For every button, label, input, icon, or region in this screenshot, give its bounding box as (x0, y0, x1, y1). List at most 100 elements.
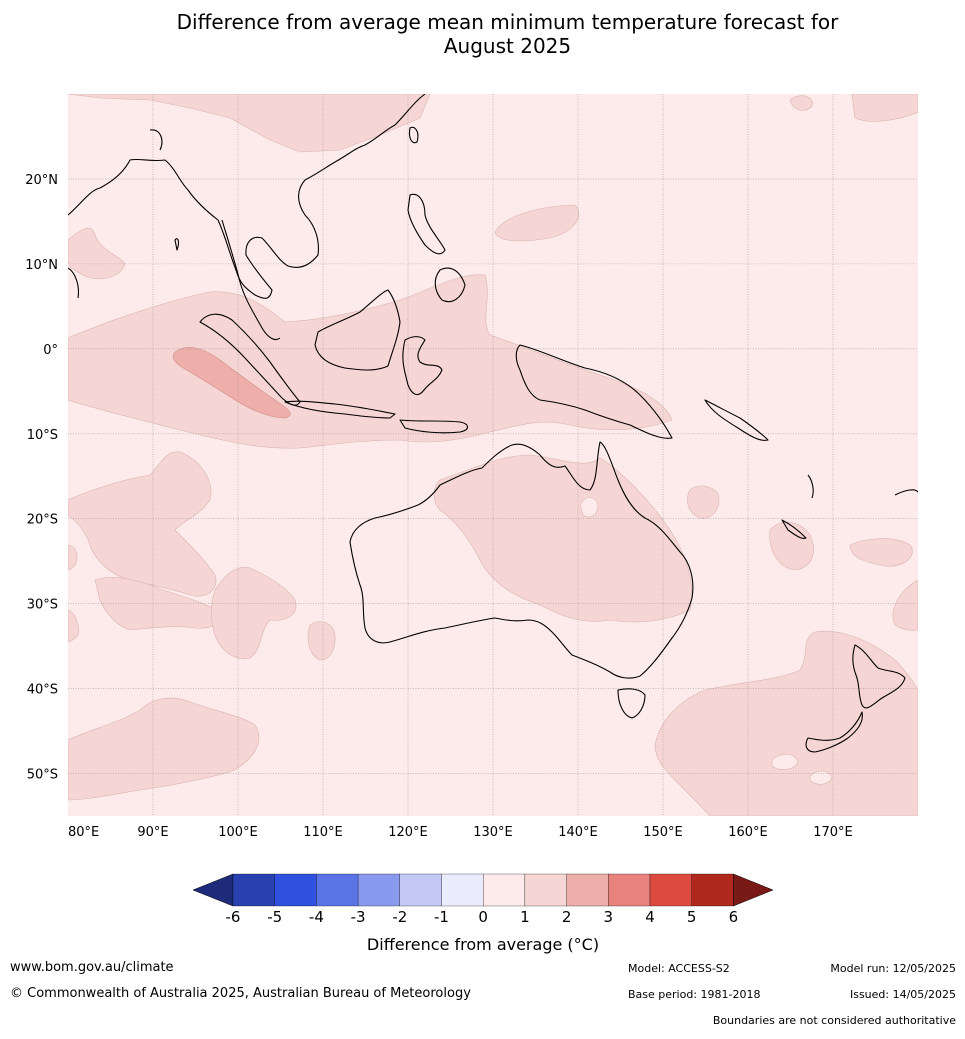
colorbar-extend-low (192, 873, 234, 907)
anomaly-region-south-indian-2 (68, 544, 78, 571)
coastline-taiwan (408, 126, 419, 144)
anomaly-regions (68, 94, 918, 816)
colorbar-segment (483, 873, 526, 907)
website-link[interactable]: www.bom.gov.au/climate (10, 960, 174, 975)
coastline-new-guinea (515, 344, 673, 439)
anomaly-gap-nz-south-2 (809, 770, 833, 785)
colorbar-segment (608, 873, 651, 907)
colorbar-segment (316, 873, 359, 907)
anomaly-gap-great-barrier (579, 497, 599, 518)
colorbar-tick-label: 6 (729, 908, 739, 926)
lon-tick-label: 110°E (303, 825, 343, 840)
coastline-china-coast (149, 129, 163, 151)
lon-tick-label: 170°E (813, 825, 853, 840)
colorbar-segment (691, 873, 734, 907)
coastline-borneo (314, 289, 401, 371)
coastline-lesser-sunda (399, 419, 469, 434)
colorbar-segment (399, 873, 442, 907)
lon-tick-label: 140°E (558, 825, 598, 840)
longitude-tick-labels: 80°E 90°E 100°E 110°E 120°E 130°E 140°E 150°E 16… (68, 825, 853, 840)
coastline-philippines-luzon (407, 193, 446, 255)
coastline-vanuatu (807, 474, 814, 499)
lat-tick-label: 20°N (25, 173, 58, 188)
anomaly-region-bay-of-bengal (68, 227, 126, 279)
colorbar-tick-label: 2 (562, 908, 572, 926)
colorbar-tick-label: 5 (687, 908, 697, 926)
lon-tick-label: 120°E (388, 825, 428, 840)
colorbar-segment (357, 873, 400, 907)
colorbar-segment (524, 873, 567, 907)
anomaly-region-north-east (851, 94, 918, 122)
issued-text: Issued: 14/05/2025 (849, 988, 956, 1001)
colorbar-segment (274, 873, 317, 907)
lon-tick-label: 130°E (473, 825, 513, 840)
anomaly-region-south-indian-5 (307, 621, 336, 661)
lat-tick-label: 20°S (27, 513, 58, 528)
anomaly-region-coral-sea-1 (687, 485, 720, 519)
title-line-2: August 2025 (443, 34, 572, 58)
coastline-asia-mainland (68, 94, 426, 299)
colorbar-extend-high (733, 873, 774, 907)
anomaly-region-sumatra-hotspot (172, 347, 291, 419)
colorbar-tick-label: -4 (309, 908, 324, 926)
anomaly-gap-nz-south (771, 753, 799, 770)
coastline-new-caledonia (781, 519, 807, 539)
model-text: Model: ACCESS-S2 (628, 962, 730, 975)
colorbar-tick-label: -2 (392, 908, 407, 926)
colorbar-tick-label: 1 (520, 908, 530, 926)
colorbar-tick-label: 3 (604, 908, 614, 926)
colorbar-tick-label: 0 (478, 908, 488, 926)
anomaly-region-china (68, 94, 431, 153)
lat-tick-label: 0° (43, 343, 58, 358)
anomaly-region-south-pacific-east (849, 538, 913, 567)
coastline-sulawesi (402, 336, 443, 396)
lat-tick-label: 10°S (27, 428, 58, 443)
coastline-sumatra (199, 313, 301, 406)
coastline-australia (349, 441, 694, 679)
colorbar-label: Difference from average (°C) (367, 935, 599, 954)
anomaly-region-far-north-east (789, 95, 813, 111)
colorbar-tick-label: -6 (226, 908, 241, 926)
anomaly-region-maritime-continent (68, 274, 673, 449)
anomaly-region-nw-pacific (494, 204, 580, 242)
colorbar-tick-label: 4 (645, 908, 655, 926)
latitude-tick-labels: 20°N 10°N 0° 10°S 20°S 30°S 40°S 50°S (25, 173, 58, 783)
colorbar-segment (232, 873, 275, 907)
anomaly-region-south-indian-4 (210, 567, 297, 660)
colorbar-tick-label: -3 (351, 908, 366, 926)
copyright-text: © Commonwealth of Australia 2025, Austra… (10, 986, 471, 1001)
coastline-sri-lanka (174, 238, 180, 251)
colorbar (192, 873, 774, 907)
anomaly-region-south-indian-1 (68, 451, 217, 597)
coastline-india-tip (68, 267, 79, 299)
anomaly-region-tasman-nz (654, 630, 918, 816)
lat-tick-label: 30°S (27, 598, 58, 613)
coastline-java (284, 400, 396, 419)
colorbar-segment (649, 873, 692, 907)
lat-tick-label: 10°N (25, 258, 58, 273)
lat-tick-label: 40°S (27, 683, 58, 698)
colorbar-tick-label: -1 (434, 908, 449, 926)
lon-tick-label: 90°E (137, 825, 168, 840)
lat-tick-label: 50°S (27, 768, 58, 783)
anomaly-region-east-edge (892, 579, 918, 631)
map-gridlines (68, 94, 918, 816)
anomaly-region-south-indian-6 (68, 609, 79, 643)
coastline-solomons (704, 399, 769, 441)
title-line-1: Difference from average mean minimum tem… (176, 10, 839, 34)
colorbar-tick-labels: -6 -5 -4 -3 -2 -1 0 1 2 3 4 5 6 (226, 908, 739, 926)
lon-tick-label: 150°E (643, 825, 683, 840)
coastline-philippines-south (434, 267, 466, 303)
disclaimer-text: Boundaries are not considered authoritat… (712, 1014, 956, 1027)
coastline-new-zealand-north (852, 644, 906, 709)
coastlines (68, 94, 918, 753)
lon-tick-label: 80°E (68, 825, 99, 840)
lon-tick-label: 100°E (218, 825, 258, 840)
map-title: Difference from average mean minimum tem… (0, 10, 965, 58)
coastline-fiji (894, 489, 918, 496)
anomaly-region-australia (433, 454, 693, 623)
model-run-text: Model run: 12/05/2025 (830, 962, 956, 975)
lon-tick-label: 160°E (728, 825, 768, 840)
colorbar-segment (566, 873, 609, 907)
